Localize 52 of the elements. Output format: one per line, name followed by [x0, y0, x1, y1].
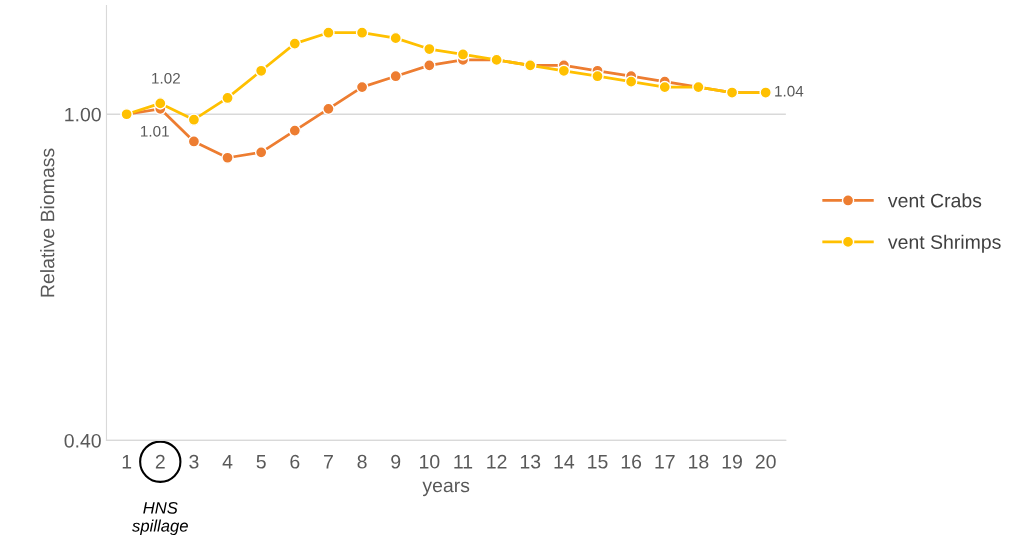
- x-tick-label: 20: [755, 454, 776, 469]
- point: [557, 64, 571, 78]
- x-tick-label: 9: [391, 454, 401, 469]
- x-tick-label: 11: [454, 455, 473, 469]
- x-tick-label: 6: [290, 454, 300, 469]
- x-tick-label: 7: [324, 455, 333, 469]
- point: [322, 102, 335, 116]
- point: [456, 48, 470, 61]
- point: [187, 113, 201, 126]
- x-tick-label: 10: [420, 454, 440, 469]
- point: [187, 135, 201, 148]
- data-label: 1.04: [775, 85, 804, 97]
- x-tick-label: 12: [487, 454, 507, 469]
- x-tick-label: 17: [655, 455, 675, 469]
- point: [254, 64, 268, 78]
- x-tick-label: 18: [689, 454, 709, 469]
- data-label: 1.01: [141, 125, 169, 137]
- point: [389, 69, 402, 83]
- y-axis-title: Relative Biomass: [40, 148, 55, 297]
- point: [322, 26, 335, 39]
- point: [221, 151, 234, 165]
- x-tick-label: 5: [256, 455, 266, 469]
- text: HNS spillage: [132, 501, 188, 536]
- point: [154, 97, 167, 110]
- x-tick-label: 19: [722, 454, 742, 469]
- point: [288, 124, 302, 137]
- x-tick-label: 4: [222, 455, 233, 469]
- x-tick-label: 14: [554, 455, 575, 469]
- point: [254, 146, 268, 159]
- data-label: 1.02: [152, 72, 180, 84]
- x-tick-label: 13: [520, 454, 541, 469]
- point: [658, 80, 672, 94]
- point: [221, 91, 234, 105]
- x-tick-label: 1: [122, 455, 132, 469]
- point: [423, 42, 436, 56]
- x-tick-label: 3: [189, 454, 199, 469]
- legend-label: vent Crabs: [887, 193, 982, 208]
- point: [389, 31, 402, 45]
- point: [288, 37, 302, 50]
- y-tick-label: 1.00: [65, 107, 101, 122]
- x-axis-title: years: [422, 481, 470, 497]
- point: [591, 69, 604, 83]
- point: [624, 75, 638, 88]
- point: [355, 26, 369, 39]
- x-tick-label: 2: [155, 454, 165, 469]
- point: [355, 80, 369, 94]
- point: [423, 59, 436, 72]
- x-tick-label: 8: [357, 454, 367, 469]
- legend-label: vent Shrimps: [887, 234, 1001, 253]
- y-tick-label: 0.40: [64, 433, 101, 448]
- x-tick-label: 15: [588, 455, 608, 469]
- x-tick-label: 16: [621, 454, 642, 469]
